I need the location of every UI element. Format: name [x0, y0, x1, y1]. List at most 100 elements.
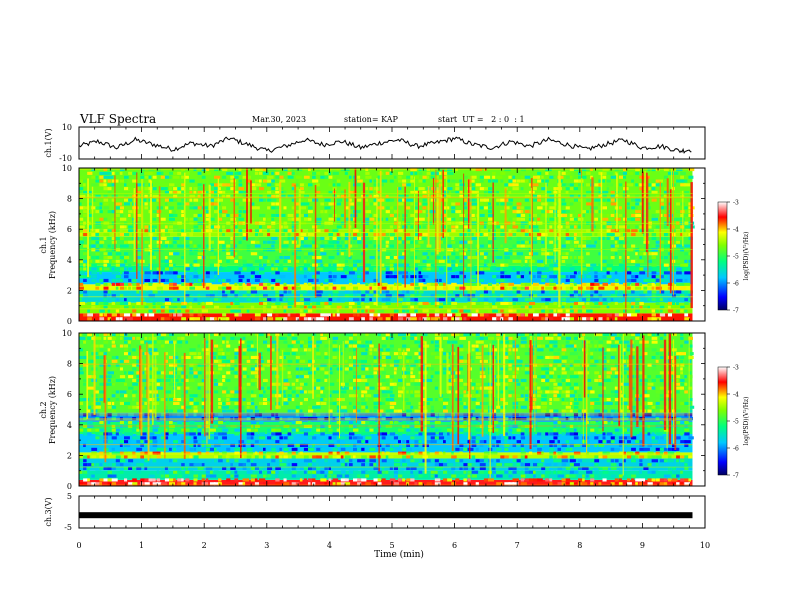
spectrogram-cell	[283, 290, 287, 294]
spectrogram-cell	[483, 233, 491, 237]
spectrogram-cell	[406, 371, 412, 375]
spectrogram-cell	[647, 206, 651, 210]
spectrogram-cell	[483, 267, 490, 271]
spectrogram-cell	[537, 236, 541, 240]
spectrogram-cell	[373, 359, 377, 363]
spectrogram-cell	[438, 225, 444, 229]
spectrogram-cell	[177, 298, 180, 302]
spectrogram-cell	[389, 363, 396, 367]
ch1-waveform-line	[78, 136, 692, 154]
spectrogram-cell	[128, 352, 131, 356]
spectrogram-cell	[561, 305, 565, 309]
spectrogram-cell	[332, 294, 338, 298]
spectrogram-cell	[193, 190, 197, 194]
spectrogram-cell	[99, 278, 104, 282]
spectrogram-cell	[688, 259, 692, 263]
spectrogram-cell	[124, 267, 128, 271]
spectrogram-cell	[267, 309, 274, 313]
spectrogram-cell	[185, 282, 191, 286]
spectrogram-cell	[259, 386, 265, 390]
spectrogram-cell	[242, 336, 246, 340]
spectrogram-cell	[308, 336, 311, 340]
spectrogram-cell	[348, 344, 353, 348]
spectrogram-cell	[659, 378, 664, 382]
spectrogram-cell	[348, 213, 353, 217]
spectrogram-cell	[508, 390, 515, 394]
spectrogram-cell	[422, 286, 427, 290]
spectrogram-cell	[193, 298, 198, 302]
spectrogram-cell	[561, 294, 568, 298]
spectrogram-cell	[340, 194, 347, 198]
spectrogram-cell	[434, 344, 440, 348]
spectrogram-cell	[275, 175, 280, 179]
spectrogram-cell	[524, 179, 529, 183]
spectrogram-cell	[173, 344, 178, 348]
spectrogram-cell	[398, 210, 402, 214]
spectrogram-cell	[447, 382, 452, 386]
spectrogram-cell	[561, 363, 566, 367]
spectrogram-cell	[663, 233, 671, 237]
spectrogram-cell	[381, 198, 385, 202]
spectrogram-cell	[537, 359, 542, 363]
spectrogram-cell	[557, 340, 564, 344]
spectrogram-cell	[569, 367, 574, 371]
spectrogram-cell	[414, 252, 421, 256]
spectrogram-cell	[254, 183, 262, 187]
spectrogram-cell	[87, 309, 90, 313]
spectrogram-cell	[308, 371, 313, 375]
spectrogram-cell	[414, 190, 421, 194]
spectrogram-cell	[263, 256, 268, 260]
spectrogram-cell	[275, 187, 279, 191]
spectrogram-cell	[128, 278, 132, 282]
spectrogram-cell	[328, 175, 333, 179]
spectrogram-cell	[193, 359, 200, 363]
spectrogram-cell	[389, 333, 394, 337]
spectrogram-cell	[618, 290, 623, 294]
spectrogram-cell	[369, 352, 373, 356]
spectrogram-cell	[688, 202, 692, 206]
spectrogram-cell	[496, 229, 501, 233]
spectrogram-cell	[87, 317, 92, 321]
spectrogram-cell	[185, 313, 189, 317]
spectrogram-cell	[610, 378, 614, 382]
spectrogram-cell	[393, 206, 399, 210]
spectrogram-cell	[512, 294, 518, 298]
spectrogram-cell	[402, 305, 408, 309]
spectrogram-cell	[193, 309, 199, 313]
spectrogram-cell	[160, 229, 166, 233]
spectrogram-cell	[541, 275, 547, 279]
spectrogram-cell	[508, 367, 512, 371]
spectrogram-cell	[537, 355, 544, 359]
spectrogram-streak	[314, 185, 317, 298]
spectrogram-cell	[279, 190, 286, 194]
spectrogram-cell	[635, 256, 641, 260]
spectrogram-cell	[553, 175, 557, 179]
spectrogram-cell	[242, 190, 249, 194]
spectrogram-cell	[418, 225, 421, 229]
spectrogram-cell	[283, 244, 289, 248]
spectrogram-cell	[406, 359, 410, 363]
spectrogram-cell	[565, 275, 569, 279]
spectrogram-cell	[512, 259, 518, 263]
spectrogram-cell	[254, 259, 262, 263]
spectrogram-cell	[344, 267, 349, 271]
spectrogram-cell	[299, 340, 304, 344]
spectrogram-tone	[79, 197, 693, 199]
spectrogram-cell	[508, 348, 512, 352]
spectrogram-cell	[152, 171, 156, 175]
spectrogram-cell	[398, 179, 403, 183]
spectrogram-cell	[520, 179, 527, 183]
spectrogram-cell	[561, 275, 568, 279]
spectrogram-cell	[410, 240, 414, 244]
spectrogram-cell	[492, 317, 497, 321]
spectrogram-cell	[160, 278, 166, 282]
spectrogram-cell	[381, 267, 387, 271]
spectrogram-cell	[610, 175, 617, 179]
spectrogram-cell	[169, 382, 173, 386]
spectrogram-cell	[684, 225, 690, 229]
spectrogram-cell	[647, 190, 651, 194]
spectrogram-cell	[410, 294, 417, 298]
spectrogram-cell	[541, 190, 546, 194]
spectrogram-cell	[549, 375, 553, 379]
spectrogram-cell	[516, 229, 522, 233]
